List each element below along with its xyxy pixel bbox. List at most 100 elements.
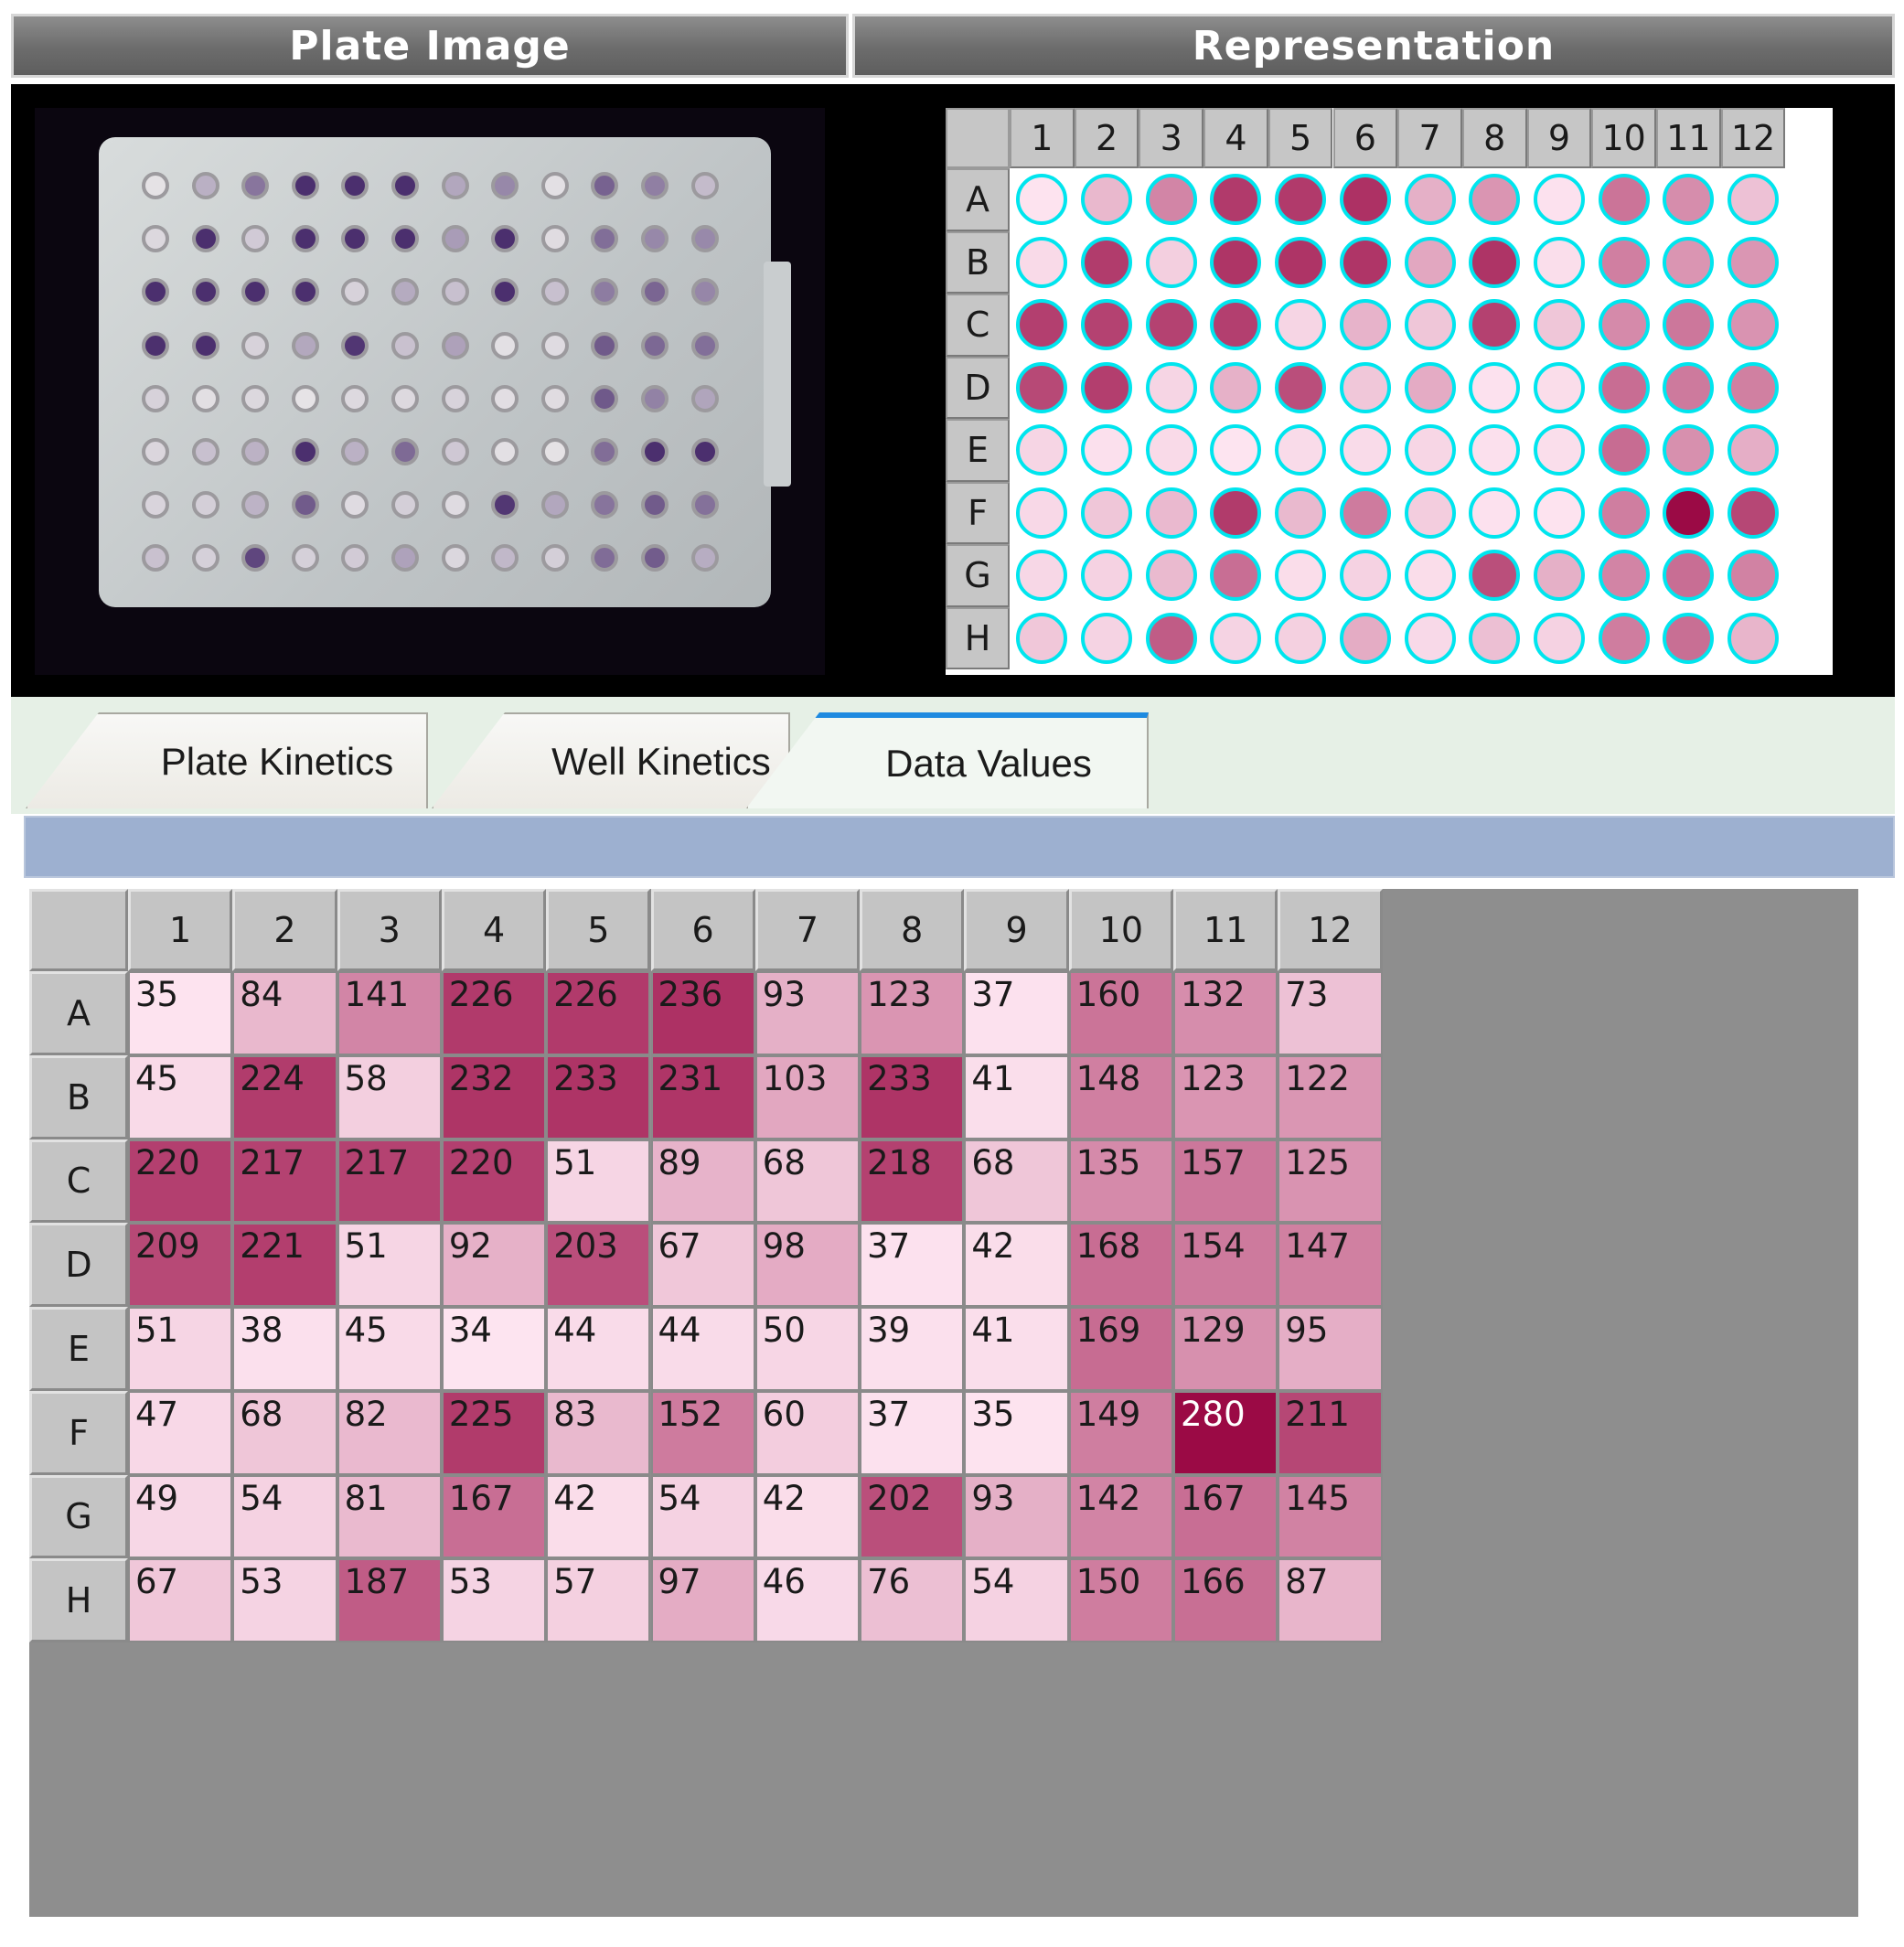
rep-well-H2[interactable] [1081, 612, 1133, 664]
rep-well-H3[interactable] [1145, 612, 1197, 664]
data-cell-A7[interactable]: 93 [754, 971, 861, 1055]
data-cell-A9[interactable]: 37 [964, 971, 1069, 1055]
data-cell-F8[interactable]: 37 [860, 1390, 965, 1475]
data-cell-E9[interactable]: 41 [964, 1307, 1069, 1391]
data-cell-G9[interactable]: 93 [964, 1474, 1069, 1559]
data-cell-B4[interactable]: 232 [441, 1054, 547, 1139]
data-cell-H2[interactable]: 53 [232, 1558, 337, 1642]
data-cell-A4[interactable]: 226 [441, 971, 547, 1055]
data-cell-C11[interactable]: 157 [1173, 1139, 1278, 1224]
data-cell-C5[interactable]: 51 [546, 1139, 651, 1224]
data-cell-G4[interactable]: 167 [441, 1474, 547, 1559]
data-cell-D7[interactable]: 98 [754, 1223, 861, 1307]
rep-well-A6[interactable] [1339, 174, 1391, 226]
rep-well-G12[interactable] [1728, 550, 1780, 602]
rep-well-H7[interactable] [1404, 612, 1456, 664]
data-cell-H1[interactable]: 67 [128, 1558, 233, 1642]
data-cell-F12[interactable]: 211 [1278, 1390, 1383, 1475]
data-cell-A12[interactable]: 73 [1278, 971, 1383, 1055]
rep-well-A7[interactable] [1404, 174, 1456, 226]
data-cell-B6[interactable]: 231 [650, 1054, 755, 1139]
column-header-12[interactable]: 12 [1278, 889, 1383, 971]
data-cell-H10[interactable]: 150 [1068, 1558, 1173, 1642]
column-header-8[interactable]: 8 [860, 889, 965, 971]
data-cell-F7[interactable]: 60 [754, 1390, 861, 1475]
rep-well-D6[interactable] [1339, 361, 1391, 413]
data-cell-A10[interactable]: 160 [1068, 971, 1173, 1055]
rep-well-F11[interactable] [1663, 487, 1715, 539]
rep-well-C2[interactable] [1081, 299, 1133, 351]
data-cell-F1[interactable]: 47 [128, 1390, 233, 1475]
rep-well-A3[interactable] [1145, 174, 1197, 226]
data-cell-D10[interactable]: 168 [1068, 1223, 1173, 1307]
column-header-9[interactable]: 9 [964, 889, 1069, 971]
rep-well-H11[interactable] [1663, 612, 1715, 664]
rep-well-C7[interactable] [1404, 299, 1456, 351]
rep-well-H8[interactable] [1469, 612, 1521, 664]
rep-well-E10[interactable] [1598, 424, 1650, 476]
rep-well-H12[interactable] [1728, 612, 1780, 664]
data-cell-G11[interactable]: 167 [1173, 1474, 1278, 1559]
rep-well-E11[interactable] [1663, 424, 1715, 476]
rep-well-A5[interactable] [1275, 174, 1327, 226]
rep-well-B5[interactable] [1275, 236, 1327, 288]
rep-well-C4[interactable] [1210, 299, 1262, 351]
data-cell-G2[interactable]: 54 [232, 1474, 337, 1559]
row-header-F[interactable]: F [29, 1390, 128, 1475]
data-cell-H12[interactable]: 87 [1278, 1558, 1383, 1642]
rep-well-G8[interactable] [1469, 550, 1521, 602]
rep-well-C8[interactable] [1469, 299, 1521, 351]
data-cell-G10[interactable]: 142 [1068, 1474, 1173, 1559]
data-cell-G1[interactable]: 49 [128, 1474, 233, 1559]
rep-well-E12[interactable] [1728, 424, 1780, 476]
rep-well-B11[interactable] [1663, 236, 1715, 288]
rep-well-C3[interactable] [1145, 299, 1197, 351]
data-cell-G8[interactable]: 202 [860, 1474, 965, 1559]
data-cell-A5[interactable]: 226 [546, 971, 651, 1055]
row-header-E[interactable]: E [29, 1307, 128, 1391]
rep-well-F3[interactable] [1145, 487, 1197, 539]
rep-well-H10[interactable] [1598, 612, 1650, 664]
data-cell-B11[interactable]: 123 [1173, 1054, 1278, 1139]
data-cell-B7[interactable]: 103 [754, 1054, 861, 1139]
rep-well-B12[interactable] [1728, 236, 1780, 288]
rep-well-E4[interactable] [1210, 424, 1262, 476]
data-cell-C10[interactable]: 135 [1068, 1139, 1173, 1224]
rep-well-B9[interactable] [1533, 236, 1585, 288]
rep-well-G5[interactable] [1275, 550, 1327, 602]
data-cell-F4[interactable]: 225 [441, 1390, 547, 1475]
rep-well-H9[interactable] [1533, 612, 1585, 664]
rep-well-F1[interactable] [1016, 487, 1068, 539]
data-cell-E4[interactable]: 34 [441, 1307, 547, 1391]
data-cell-E3[interactable]: 45 [337, 1307, 442, 1391]
column-header-10[interactable]: 10 [1068, 889, 1173, 971]
rep-well-F5[interactable] [1275, 487, 1327, 539]
data-cell-D6[interactable]: 67 [650, 1223, 755, 1307]
rep-well-C6[interactable] [1339, 299, 1391, 351]
data-cell-C4[interactable]: 220 [441, 1139, 547, 1224]
rep-well-C9[interactable] [1533, 299, 1585, 351]
data-cell-D8[interactable]: 37 [860, 1223, 965, 1307]
data-cell-C1[interactable]: 220 [128, 1139, 233, 1224]
data-cell-E10[interactable]: 169 [1068, 1307, 1173, 1391]
data-cell-A6[interactable]: 236 [650, 971, 755, 1055]
rep-well-C1[interactable] [1016, 299, 1068, 351]
rep-well-D7[interactable] [1404, 361, 1456, 413]
rep-well-G1[interactable] [1016, 550, 1068, 602]
data-cell-E6[interactable]: 44 [650, 1307, 755, 1391]
data-cell-H8[interactable]: 76 [860, 1558, 965, 1642]
data-cell-E11[interactable]: 129 [1173, 1307, 1278, 1391]
rep-well-D3[interactable] [1145, 361, 1197, 413]
rep-well-E7[interactable] [1404, 424, 1456, 476]
data-cell-H3[interactable]: 187 [337, 1558, 442, 1642]
data-cell-D3[interactable]: 51 [337, 1223, 442, 1307]
rep-well-E5[interactable] [1275, 424, 1327, 476]
rep-well-B1[interactable] [1016, 236, 1068, 288]
rep-well-D9[interactable] [1533, 361, 1585, 413]
rep-well-C5[interactable] [1275, 299, 1327, 351]
data-cell-D1[interactable]: 209 [128, 1223, 233, 1307]
rep-well-C12[interactable] [1728, 299, 1780, 351]
rep-well-G4[interactable] [1210, 550, 1262, 602]
tab-plate-kinetics[interactable]: Plate Kinetics [26, 712, 428, 808]
data-cell-D11[interactable]: 154 [1173, 1223, 1278, 1307]
